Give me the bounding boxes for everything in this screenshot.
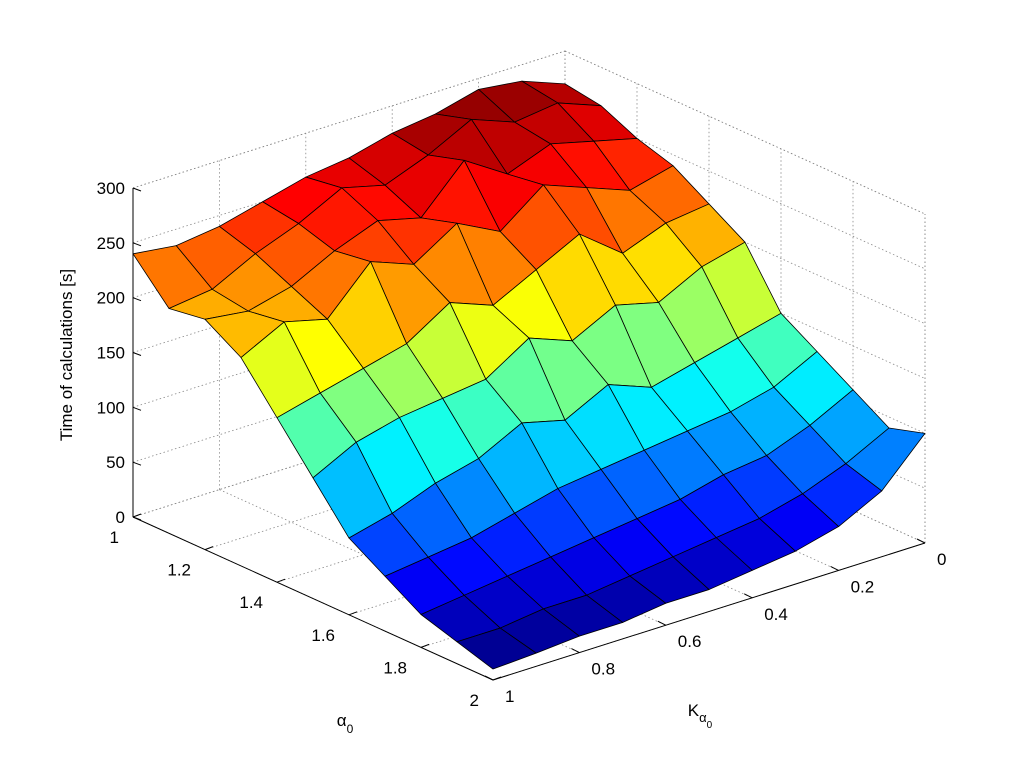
x-axis-label: α0 bbox=[337, 711, 354, 736]
z-tick-label: 250 bbox=[97, 234, 125, 253]
grid-line bbox=[564, 160, 926, 325]
z-axis-label: Time of calculations [s] bbox=[57, 269, 76, 441]
x-tick-label: 1.6 bbox=[311, 626, 335, 645]
z-tick-label: 150 bbox=[97, 344, 125, 363]
axes: 0 50 100 150 200 250 300 1 1.2 1.4 1.6 1.8 2 0 0.2 0.4 0… bbox=[97, 179, 947, 710]
z-tick bbox=[132, 406, 142, 411]
surface bbox=[132, 80, 926, 670]
z-tick-label: 200 bbox=[97, 289, 125, 308]
y-label-subsub: 0 bbox=[707, 720, 713, 731]
y-tick bbox=[830, 565, 839, 571]
z-tick bbox=[132, 516, 142, 521]
grid-line bbox=[564, 215, 926, 379]
y-tick-label: 0.8 bbox=[591, 660, 615, 679]
z-tick bbox=[132, 461, 142, 466]
box-edge bbox=[564, 50, 926, 215]
z-tick-label: 0 bbox=[116, 508, 125, 527]
z-tick-label: 50 bbox=[106, 453, 125, 472]
x-axis bbox=[132, 516, 494, 681]
x-label-sub: 0 bbox=[347, 722, 354, 736]
x-tick bbox=[132, 513, 142, 518]
z-tick bbox=[132, 187, 142, 192]
y-tick-label: 0.4 bbox=[764, 605, 788, 624]
z-tick bbox=[132, 297, 142, 302]
x-tick bbox=[204, 546, 214, 551]
y-tick-label: 1 bbox=[505, 687, 514, 706]
y-tick bbox=[484, 675, 494, 681]
y-tick bbox=[657, 620, 667, 626]
grid-line bbox=[564, 105, 926, 270]
z-tick-label: 300 bbox=[97, 179, 125, 198]
surface-cell bbox=[456, 627, 537, 670]
x-tick-label: 1.4 bbox=[239, 593, 263, 612]
x-tick-label: 2 bbox=[470, 691, 479, 710]
x-tick-label: 1 bbox=[110, 528, 119, 547]
y-tick-label: 0.2 bbox=[851, 577, 875, 596]
z-tick-label: 100 bbox=[97, 398, 125, 417]
y-label-sub: α bbox=[699, 710, 707, 725]
z-tick bbox=[132, 242, 142, 247]
y-axis-label: Kα0 bbox=[688, 701, 713, 731]
y-axis bbox=[492, 542, 926, 681]
y-tick bbox=[743, 593, 753, 599]
z-tick bbox=[132, 352, 142, 356]
x-label-base: α bbox=[337, 711, 347, 730]
y-tick bbox=[571, 648, 580, 654]
y-tick bbox=[916, 538, 926, 544]
x-tick-label: 1.2 bbox=[167, 561, 191, 580]
x-tick bbox=[348, 611, 358, 616]
y-tick-label: 0 bbox=[937, 550, 946, 569]
x-tick bbox=[420, 643, 430, 648]
y-label-base: K bbox=[688, 701, 700, 720]
x-tick bbox=[276, 578, 286, 583]
x-tick bbox=[492, 676, 502, 681]
grid-line bbox=[564, 379, 926, 544]
x-tick-label: 1.8 bbox=[383, 658, 407, 677]
y-tick-label: 0.6 bbox=[678, 632, 702, 651]
